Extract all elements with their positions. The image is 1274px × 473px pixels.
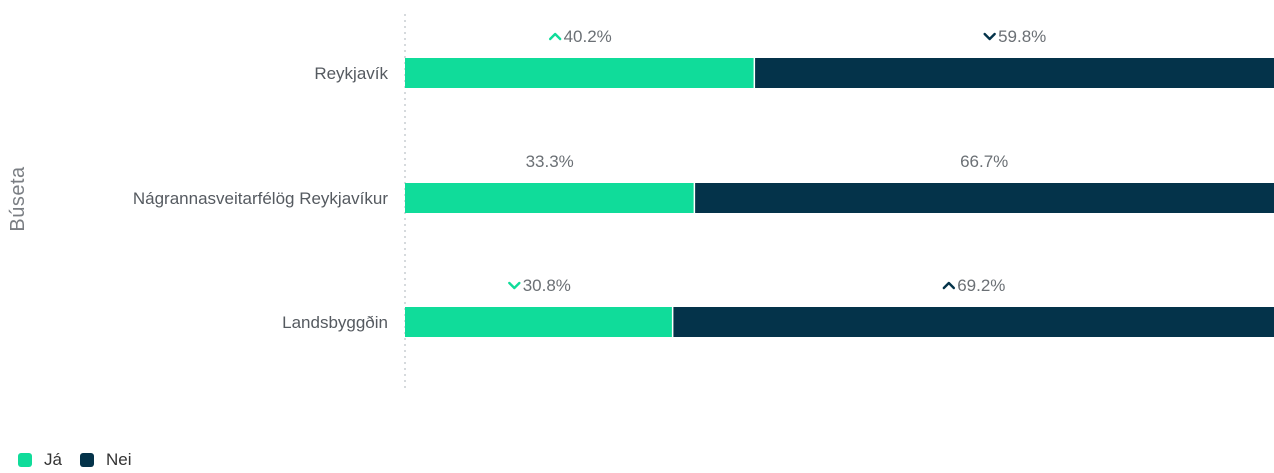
value-label-nagrannasveitarfelog-reykjavikur-ja: 33.3%: [526, 152, 574, 171]
legend-swatch-nei: [79, 453, 94, 467]
bar-reykjavik-nei[interactable]: [754, 58, 1274, 88]
bar-nagrannasveitarfelog-reykjavikur-ja[interactable]: [405, 183, 695, 213]
bar-nagrannasveitarfelog-reykjavikur-nei[interactable]: [694, 183, 1274, 213]
category-label-landsbyggdin: Landsbyggðin: [282, 313, 388, 332]
value-label-landsbyggdin-nei: 69.2%: [957, 276, 1005, 295]
y-axis-title: Búseta: [7, 166, 29, 232]
legend-label-nei: Nei: [105, 450, 132, 469]
chevron-up-icon: [942, 281, 956, 290]
legend-item-nei[interactable]: Nei: [79, 450, 132, 470]
legend-item-ja[interactable]: Já: [18, 450, 62, 470]
bar-landsbyggdin-nei[interactable]: [672, 307, 1274, 337]
category-label-reykjavik: Reykjavík: [314, 64, 388, 83]
value-label-reykjavik-nei: 59.8%: [998, 27, 1046, 46]
category-label-nagrannasveitarfelog-reykjavikur: Nágrannasveitarfélög Reykjavíkur: [133, 189, 388, 208]
legend-swatch-ja: [18, 453, 32, 467]
chevron-down-icon: [983, 32, 996, 41]
chevron-down-icon: [508, 281, 521, 290]
legend-label-ja: Já: [44, 450, 62, 469]
bar-reykjavik-ja[interactable]: [405, 58, 755, 88]
bars-layer: Reykjavík 40.2% 59.8% Nágrannasveitarfélög …: [133, 27, 1274, 337]
bar-landsbyggdin-ja[interactable]: [405, 307, 673, 337]
chevron-up-icon: [548, 32, 562, 41]
value-label-reykjavik-ja: 40.2%: [564, 27, 612, 46]
value-label-nagrannasveitarfelog-reykjavikur-nei: 66.7%: [960, 152, 1008, 171]
value-label-landsbyggdin-ja: 30.8%: [523, 276, 571, 295]
legend: Já Nei: [18, 450, 149, 470]
